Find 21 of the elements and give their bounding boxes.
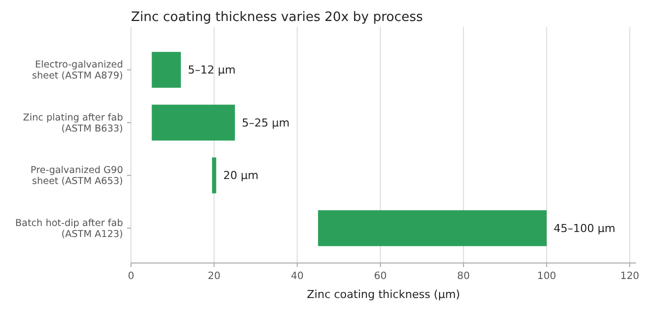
bar	[212, 157, 216, 194]
y-tick-label: Zinc plating after fab (ASTM B633)	[22, 112, 123, 134]
bar	[152, 104, 235, 141]
x-tick-label: 40	[290, 271, 304, 282]
y-tick-label: Pre-galvanized G90 sheet (ASTM A653)	[30, 165, 123, 188]
x-tick-label: 20	[208, 271, 220, 282]
y-tick-label: Batch hot-dip after fab (ASTM A123)	[15, 218, 123, 240]
bar	[152, 52, 181, 88]
x-tick-label: 0	[128, 271, 134, 282]
data-label: 5–12 µm	[188, 64, 236, 77]
x-tick-label: 60	[374, 271, 387, 282]
y-tick-label: Electro-galvanized sheet (ASTM A879)	[32, 60, 123, 82]
bar	[318, 210, 547, 246]
data-label: 45–100 µm	[554, 222, 616, 236]
chart-title: Zinc coating thickness varies 20x by process	[131, 10, 424, 25]
x-tick-label: 100	[537, 271, 556, 282]
x-tick-label: 120	[620, 271, 640, 282]
data-label: 5–25 µm	[242, 116, 290, 130]
x-axis-title: Zinc coating thickness (µm)	[306, 288, 460, 301]
x-tick-label: 80	[457, 271, 470, 282]
data-label: 20 µm	[223, 169, 258, 182]
